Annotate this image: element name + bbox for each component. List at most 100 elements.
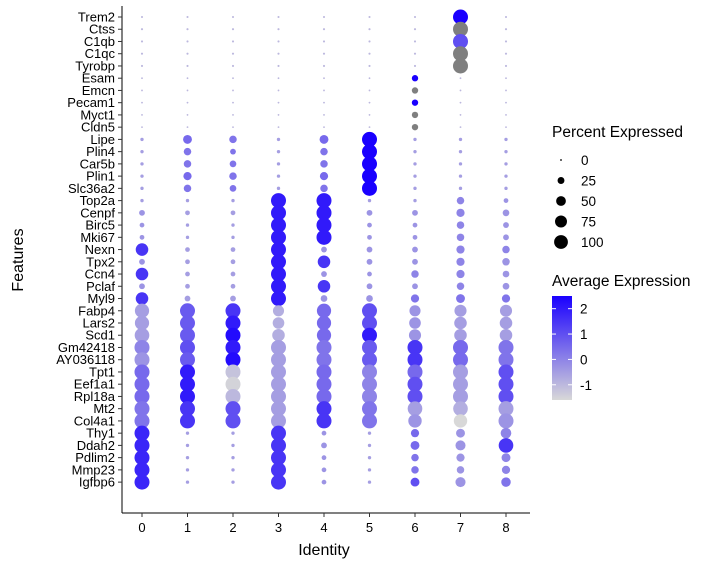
dot-ctss-6 [413,28,417,31]
dot-lipe-8 [504,137,508,142]
dot-col4a1-3 [271,413,286,429]
dot-trem2-6 [413,15,417,19]
dot-tyrobp-0 [140,64,144,68]
y-tick-label-thy1: Thy1 [86,426,115,441]
dot-tpx2-5 [366,258,373,265]
dot-slc36a2-6 [413,186,417,191]
dot-rpl18a-2 [225,388,241,404]
size-legend: Percent Expressed 0 25 50 75 100 [552,124,683,250]
dot-scd1-6 [408,329,422,342]
dot-scd1-7 [454,328,467,342]
dot-c1qc-3 [277,52,280,55]
dot-cldn5-6 [411,123,419,131]
dot-gm42418-0 [134,339,150,355]
dot-c1qb-2 [231,40,235,43]
color-legend-label-1: 1 [580,327,588,342]
dot-mki67-3 [271,229,286,245]
dot-plin1-5 [362,168,377,184]
dot-mki67-7 [456,233,465,242]
dot-tpt1-4 [316,364,332,380]
dot-plin1-6 [413,174,417,178]
dot-myct1-3 [277,114,280,116]
dot-car5b-4 [320,160,328,168]
dot-tpt1-6 [407,364,423,380]
dot-pdlim2-3 [271,450,286,466]
dot-top2a-7 [456,196,465,205]
dot-nexn-4 [321,246,327,253]
dot-mt2-5 [362,401,377,417]
dot-mki67-8 [503,234,509,241]
y-tick-label-mki67: Mki67 [80,230,115,245]
dot-pdlim2-0 [134,450,150,466]
dot-emcn-4 [323,89,325,92]
dot-tpt1-3 [271,364,286,380]
dot-ddah2-0 [134,437,150,453]
dot-birc5-0 [139,222,145,228]
dot-gm42418-3 [271,339,286,355]
dot-ccn4-1 [185,271,190,277]
dot-col4a1-5 [362,413,377,429]
y-tick-label-igfbp6: Igfbp6 [79,475,115,490]
y-tick-label-c1qb: C1qb [84,34,115,49]
dot-cenpf-5 [366,209,373,216]
dot-nexn-6 [412,246,418,253]
dot-c1qc-7 [453,46,468,62]
dot-plin1-4 [319,172,329,181]
dot-pclaf-3 [271,278,286,294]
dot-mmp23-3 [271,462,286,478]
dot-thy1-7 [456,428,465,438]
dot-ccn4-3 [271,266,286,282]
dot-mmp23-6 [411,466,419,474]
dot-ctss-0 [140,28,144,31]
dot-car5b-0 [140,162,144,166]
y-tick-label-emcn: Emcn [82,83,115,98]
y-tick-label-lars2: Lars2 [82,316,115,331]
dot-lipe-4 [319,134,329,144]
size-legend-dot-50 [556,196,566,206]
dot-fabp4-5 [362,303,377,319]
dot-lars2-7 [454,316,467,330]
dot-lipe-2 [229,135,237,144]
dot-pclaf-4 [317,280,331,293]
size-legend-label-100: 100 [581,235,604,250]
dot-top2a-8 [503,198,509,203]
x-axis-title: Identity [298,542,350,559]
dot-plin4-8 [504,149,508,154]
dot-tpx2-7 [456,257,465,266]
dot-top2a-1 [185,198,190,203]
dot-pclaf-7 [456,282,465,291]
dot-mmp23-1 [185,468,190,472]
dot-trem2-4 [322,15,326,19]
dot-esam-2 [232,77,234,80]
dot-pdlim2-6 [411,453,419,462]
x-tick-label-3: 3 [275,520,282,535]
x-tick-label-4: 4 [320,520,327,535]
dot-col4a1-6 [408,414,422,428]
y-tick-label-myl9: Myl9 [88,291,115,306]
dot-pclaf-0 [139,283,145,290]
dot-rpl18a-3 [271,388,286,404]
dot-emcn-7 [459,89,462,92]
dot-emcn-1 [186,89,189,92]
dot-eef1a1-6 [407,376,423,392]
dot-gm42418-2 [225,339,241,355]
dot-eef1a1-8 [498,376,514,392]
y-tick-label-fabp4: Fabp4 [78,303,115,318]
dot-nexn-8 [502,245,510,254]
y-tick-label-esam: Esam [82,71,115,86]
dot-fabp4-4 [316,303,332,318]
dot-emcn-5 [368,89,371,92]
dot-ccn4-7 [456,269,465,279]
dot-plin4-0 [140,149,144,154]
dot-tyrobp-7 [453,58,468,74]
dot-cenpf-2 [230,210,236,216]
dot-myl9-7 [456,294,465,303]
dot-trem2-3 [277,15,280,19]
dot-mt2-6 [407,401,423,416]
dot-col4a1-7 [453,414,468,428]
dot-car5b-3 [276,162,281,166]
y-tick-label-scd1: Scd1 [85,328,115,343]
dot-myl9-5 [366,295,373,302]
color-legend: Average Expression 2 1 0 -1 [552,273,690,400]
dot-c1qc-8 [504,52,508,55]
